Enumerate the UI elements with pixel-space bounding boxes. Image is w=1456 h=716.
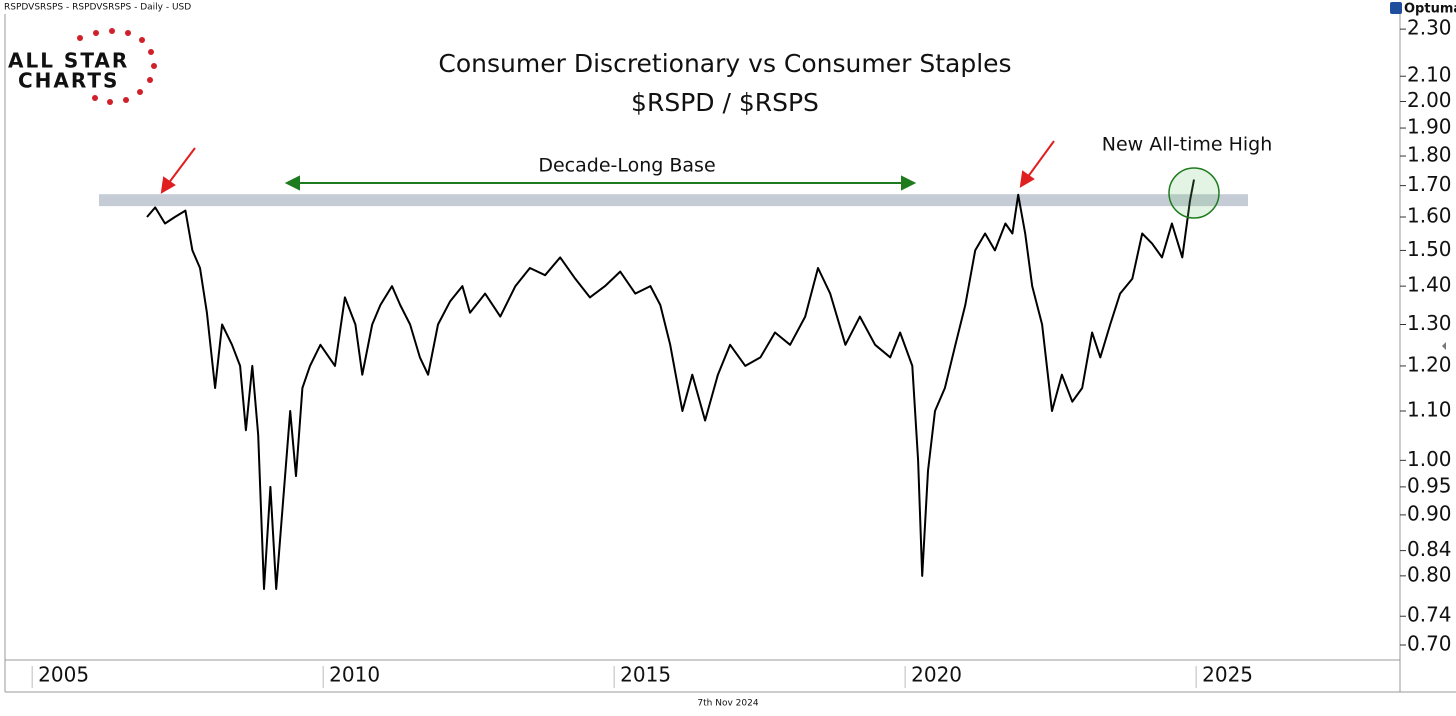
y-tick-label: 2.00	[1407, 88, 1452, 112]
band-layer	[99, 194, 1248, 207]
y-tick-label: 0.74	[1407, 603, 1452, 627]
y-tick-label: 1.20	[1407, 352, 1452, 376]
y-tick-label: 2.10	[1407, 63, 1452, 87]
chart-subtitle: $RSPD / $RSPS	[631, 88, 819, 117]
scroll-handle[interactable]	[1442, 342, 1446, 350]
line-layer	[146, 179, 1195, 590]
x-tick-label: 2010	[329, 663, 380, 687]
y-tick-label: 1.40	[1407, 273, 1452, 297]
brand-icon	[1390, 2, 1402, 14]
logo-stars	[77, 28, 157, 105]
pointer-arrows	[160, 140, 1055, 194]
y-tick-label: 0.84	[1407, 537, 1452, 561]
y-tick-label: 1.10	[1407, 397, 1452, 421]
logo-line: ALL STAR	[8, 49, 129, 73]
x-tick-label: 2015	[620, 663, 671, 687]
y-tick-label: 2.30	[1407, 16, 1452, 40]
range-arrow	[284, 175, 917, 191]
y-tick-label: 1.50	[1407, 237, 1452, 261]
annotation: Decade-Long Base	[538, 155, 715, 177]
y-tick-label: 0.95	[1407, 473, 1452, 497]
source-label: RSPDVSRSPS - RSPDVSRSPS - Daily - USD	[4, 3, 191, 13]
brand: Optuma	[1404, 2, 1456, 17]
y-tick-label: 0.70	[1407, 631, 1452, 655]
y-tick-label: 0.90	[1407, 501, 1452, 525]
logo: ALL STAR CHARTS	[8, 28, 157, 105]
highlight-circle	[1168, 167, 1220, 219]
logo-line: CHARTS	[18, 69, 119, 93]
y-tick-label: 1.60	[1407, 204, 1452, 228]
y-tick-label: 1.00	[1407, 447, 1452, 471]
y-tick-label: 0.80	[1407, 562, 1452, 586]
annotation: New All-time High	[1102, 134, 1273, 156]
y-tick-label: 1.70	[1407, 172, 1452, 196]
resistance-band	[99, 194, 1248, 207]
y-tick-label: 1.30	[1407, 311, 1452, 335]
y-tick-label: 1.80	[1407, 143, 1452, 167]
price-line	[146, 179, 1195, 590]
y-tick-label: 1.90	[1407, 115, 1452, 139]
x-tick-label: 2020	[911, 663, 962, 687]
chart-title: Consumer Discretionary vs Consumer Stapl…	[438, 49, 1011, 78]
x-tick-label: 2025	[1202, 663, 1253, 687]
x-tick-label: 2005	[38, 663, 89, 687]
date-label: 7th Nov 2024	[697, 699, 758, 709]
